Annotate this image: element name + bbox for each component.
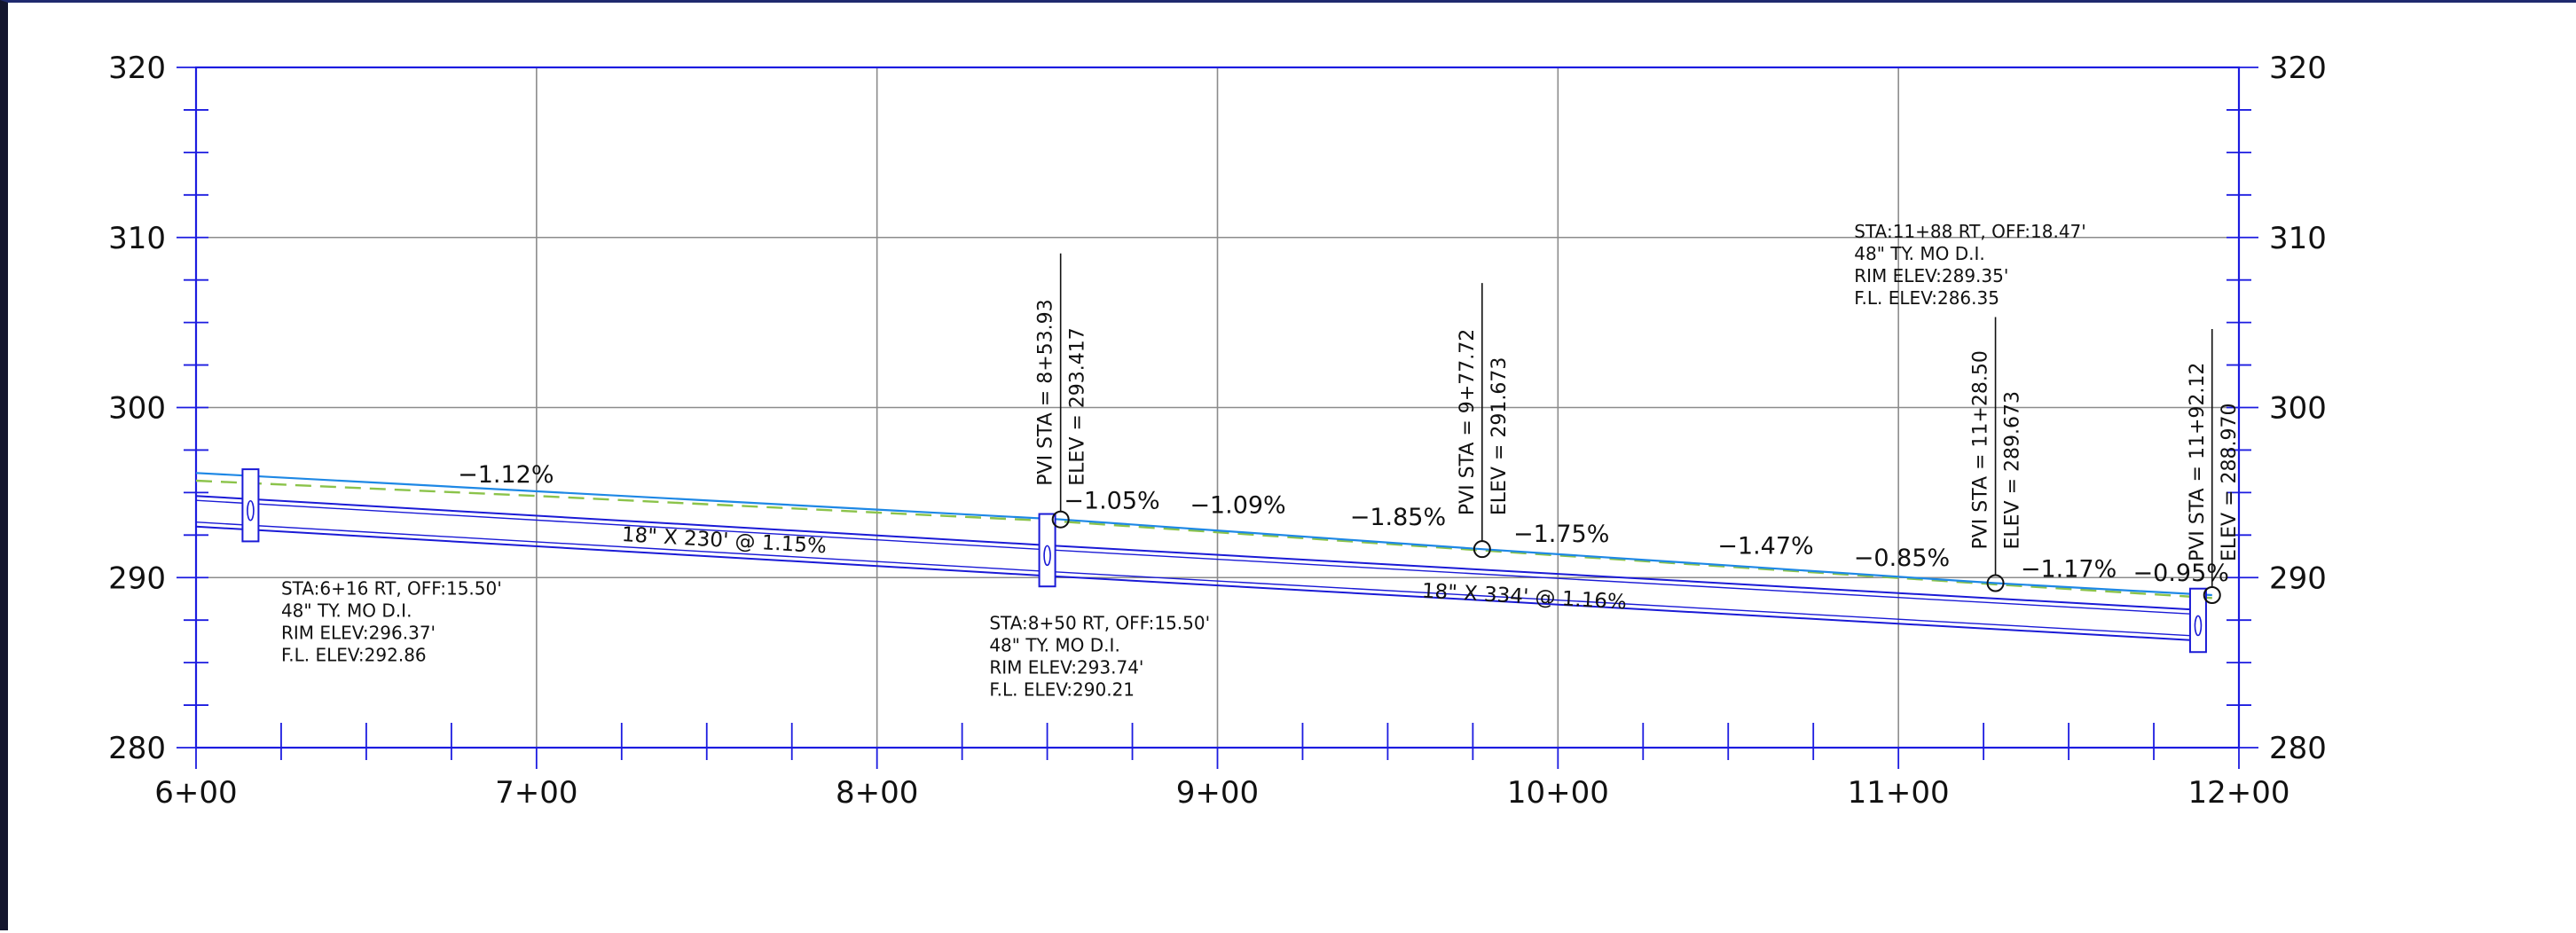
elevation-axis-label-left: 300 — [108, 391, 166, 427]
structure-note-line: STA:11+88 RT, OFF:18.47' — [1854, 221, 2086, 242]
grade-percent-label: −1.09% — [1190, 491, 1285, 519]
structure-note-line: F.L. ELEV:286.35 — [1854, 287, 1999, 309]
elevation-axis-label-left: 280 — [108, 731, 166, 766]
pvi-station-label: PVI STA = 11+92.12 — [2187, 363, 2209, 561]
grade-percent-label: −1.05% — [1064, 488, 1159, 515]
grade-percent-label: −0.95% — [2133, 560, 2229, 587]
elevation-axis-label-right: 320 — [2269, 51, 2327, 86]
structure-note-line: 48" TY. MO D.I. — [1854, 243, 1984, 264]
structure-note-line: RIM ELEV:293.74' — [989, 657, 1143, 678]
pvi-station-label: PVI STA = 11+28.50 — [1970, 350, 1992, 549]
structures — [241, 468, 2207, 654]
elevation-axis-label-right: 310 — [2269, 221, 2327, 256]
existing-grade-line — [195, 479, 2212, 600]
elevation-axis-label-left: 290 — [108, 561, 166, 596]
pipe-top-edge — [1047, 544, 2198, 611]
structure-note-line: STA:6+16 RT, OFF:15.50' — [281, 577, 502, 599]
structure-note-line: RIM ELEV:289.35' — [1854, 265, 2008, 286]
manhole-structure — [241, 468, 260, 543]
storm-sewer-profile: 280 280 290 290 300 300 310 310 320 320 6+00 7+00 8+… — [108, 51, 2327, 811]
station-axis-label: 10+00 — [1507, 775, 1609, 811]
manhole-invert-symbol — [247, 499, 255, 521]
station-axis-label: 7+00 — [495, 775, 577, 811]
grade-percent-label: −0.85% — [1854, 545, 1950, 572]
axis-ticks — [177, 67, 2258, 769]
grid — [194, 66, 2241, 749]
station-axis-label: 9+00 — [1176, 775, 1259, 811]
manhole-structure — [2188, 587, 2207, 654]
elevation-axis-label-left: 310 — [108, 221, 166, 256]
pipe-bottom-inner-edge — [195, 521, 1048, 573]
elevation-axis-label-right: 280 — [2269, 731, 2327, 766]
structure-note-line: STA:8+50 RT, OFF:15.50' — [989, 613, 1210, 634]
manhole-invert-symbol — [1043, 545, 1051, 567]
pipe-label: 18" X 334' @ 1.16% — [1421, 580, 1627, 615]
pvi-elevation-label: ELEV = 288.970 — [2219, 403, 2241, 561]
station-axis-label: 8+00 — [836, 775, 918, 811]
structure-note-line: 48" TY. MO D.I. — [989, 635, 1119, 656]
structure-note-line: F.L. ELEV:292.86 — [281, 644, 427, 665]
pipe-bottom-inner-edge — [1047, 570, 2198, 637]
elevation-axis-label-right: 290 — [2269, 561, 2327, 596]
structure-note-line: F.L. ELEV:290.21 — [989, 679, 1135, 701]
station-axis-label: 11+00 — [1848, 775, 1950, 811]
manhole-structure — [1038, 513, 1056, 588]
pipe-top-inner-edge — [1047, 549, 2198, 615]
grade-percent-label: −1.12% — [458, 461, 554, 489]
grade-percent-label: −1.17% — [2021, 555, 2117, 583]
grade-lines — [195, 472, 2212, 600]
station-axis-label: 6+00 — [154, 775, 237, 811]
station-axis-label: 12+00 — [2187, 775, 2289, 811]
labels: 280 280 290 290 300 300 310 310 320 320 6+00 7+00 8+… — [108, 51, 2327, 811]
pvi-markers — [1051, 253, 2221, 605]
pvi-elevation-label: ELEV = 293.417 — [1067, 327, 1089, 486]
pipes — [195, 495, 2198, 642]
structure-note-line: RIM ELEV:296.37' — [281, 622, 436, 643]
grade-percent-label: −1.47% — [1717, 532, 1813, 560]
pipe-top-inner-edge — [195, 499, 1048, 551]
manhole-invert-symbol — [2194, 615, 2203, 637]
grade-percent-label: −1.85% — [1350, 504, 1446, 531]
proposed-grade-line — [195, 472, 2212, 597]
pvi-elevation-label: ELEV = 289.673 — [2002, 391, 2024, 550]
pipe-top-edge — [195, 495, 1048, 546]
grade-percent-label: −1.75% — [1513, 521, 1609, 548]
pipe-bottom-edge — [1047, 575, 2198, 642]
pvi-station-label: PVI STA = 9+77.72 — [1457, 329, 1479, 515]
structure-note-line: 48" TY. MO D.I. — [281, 600, 412, 621]
pipe-bottom-edge — [195, 525, 1048, 577]
elevation-axis-label-left: 320 — [108, 51, 166, 86]
pvi-elevation-label: ELEV = 291.673 — [1488, 357, 1511, 516]
pvi-station-label: PVI STA = 8+53.93 — [1035, 299, 1057, 485]
elevation-axis-label-right: 300 — [2269, 391, 2327, 427]
